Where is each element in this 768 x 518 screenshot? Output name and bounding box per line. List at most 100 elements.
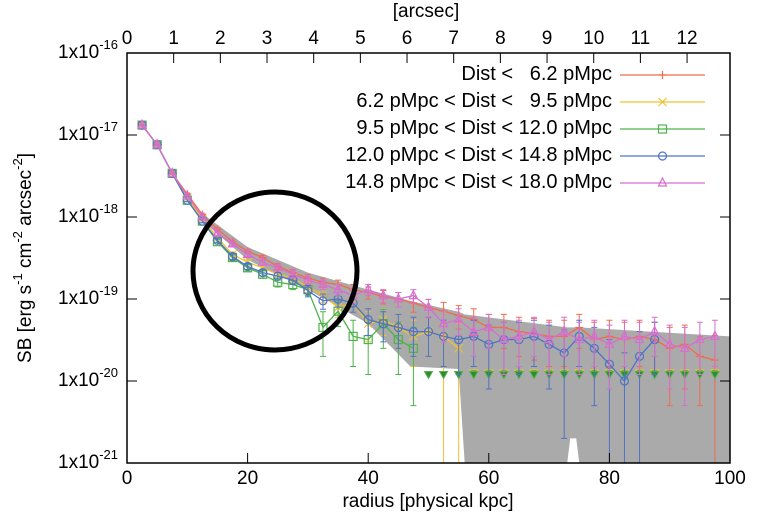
highlight-circle (190, 189, 360, 353)
text-part: 1x10 (58, 370, 99, 391)
point (619, 376, 630, 386)
point (393, 292, 404, 303)
point (658, 97, 667, 107)
point (589, 330, 600, 340)
point (513, 330, 524, 340)
text-part: 20 (237, 468, 258, 489)
error-bar (531, 316, 538, 357)
text-part: 9 (542, 28, 553, 49)
text-part: -1 (10, 273, 25, 285)
point (318, 278, 328, 289)
x2-tick-label: 5 (355, 28, 366, 49)
error-bar (606, 324, 613, 390)
series-line (141, 124, 716, 350)
error-bar (561, 316, 568, 357)
x2-tick-label: 10 (583, 28, 604, 49)
text-part: 4 (308, 28, 319, 49)
point (152, 138, 163, 149)
point (212, 227, 223, 238)
y-tick-label: 1x10-18 (58, 201, 118, 227)
upper-limit (423, 371, 434, 380)
series-line (141, 124, 656, 383)
text-part: -21 (99, 447, 118, 462)
point (694, 333, 705, 344)
point (167, 167, 178, 178)
x2-tick-label: 4 (308, 28, 319, 49)
text-part: 6 (402, 28, 413, 49)
error-bar (621, 319, 628, 368)
error-bar (636, 321, 643, 376)
text-part: arcsec (15, 170, 36, 231)
x-tick-label: 20 (237, 468, 258, 489)
point (333, 283, 344, 294)
text-part: 3 (262, 28, 273, 49)
x2-tick-label: 11 (631, 28, 651, 49)
text-part: -18 (99, 201, 118, 216)
point (657, 124, 668, 134)
text-part: 0 (122, 28, 133, 49)
text-part: -19 (99, 283, 118, 298)
point (363, 283, 374, 294)
point (227, 251, 238, 262)
text-part: -16 (99, 37, 118, 52)
point (182, 189, 193, 200)
error-bar (500, 321, 507, 376)
text-part: 7 (448, 28, 459, 49)
point (272, 261, 283, 272)
point (423, 327, 434, 337)
error-bar (410, 316, 417, 357)
error-bar (470, 316, 477, 357)
point (658, 71, 667, 79)
point (303, 286, 313, 296)
point (468, 325, 479, 336)
x2-tick-label: 6 (402, 28, 413, 49)
point (287, 267, 298, 278)
text-part: 8 (495, 28, 506, 49)
x-tick-label: 60 (478, 468, 499, 489)
point (363, 315, 373, 325)
x2-tick-label: 0 (122, 28, 133, 49)
text-part: 1x10 (58, 206, 99, 227)
point (227, 237, 238, 248)
text-part: [arcsec] (393, 1, 460, 22)
legend-label: 9.5 pMpc < Dist < 12.0 pMpc (356, 117, 612, 139)
point (318, 296, 328, 306)
point (243, 261, 253, 271)
text-part: 1x10 (58, 42, 99, 63)
point (257, 255, 268, 266)
error-bar (591, 319, 598, 368)
text-part: ] (15, 153, 36, 158)
y-tick-label: 1x10-19 (58, 283, 118, 309)
x2-tick-label: 7 (448, 28, 459, 49)
text-part: 100 (714, 468, 746, 489)
error-bar (651, 316, 658, 357)
point (453, 313, 464, 324)
text-part: 0 (122, 468, 133, 489)
text-part: Dist < 6.2 pMpc (461, 63, 612, 85)
point (378, 289, 389, 300)
point (664, 337, 675, 348)
point (408, 327, 419, 337)
x2-tick-label: 9 (542, 28, 553, 49)
series-line (141, 124, 460, 349)
plot-area (137, 118, 730, 463)
point (438, 317, 449, 328)
upper-limit (468, 371, 479, 380)
text-part: 6.2 pMpc < Dist < 9.5 pMpc (356, 90, 612, 112)
error-bar (515, 319, 522, 368)
text-part: 5 (355, 28, 366, 49)
point (544, 333, 555, 344)
text-part: 10 (583, 28, 604, 49)
text-part: 2 (215, 28, 226, 49)
text-part: -17 (99, 119, 118, 134)
point (318, 322, 328, 333)
x2-tick-label: 8 (495, 28, 506, 49)
point (679, 342, 690, 352)
point (273, 271, 283, 281)
x2-tick-label: 3 (262, 28, 273, 49)
x-tick-label: 0 (122, 468, 133, 489)
point (137, 118, 148, 129)
y-tick-label: 1x10-16 (58, 37, 118, 63)
text-part: 12 (676, 28, 697, 49)
